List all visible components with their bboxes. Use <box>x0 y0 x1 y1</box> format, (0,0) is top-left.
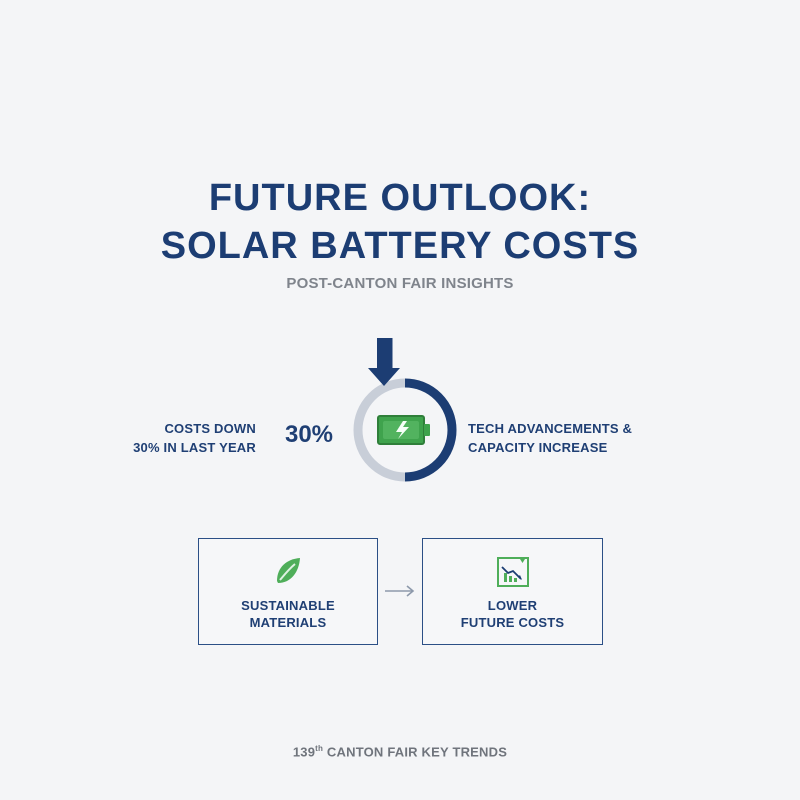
progress-dial-graphic <box>353 338 457 482</box>
declining-chart-icon <box>496 555 530 589</box>
subtitle: POST-CANTON FAIR INSIGHTS <box>286 275 514 292</box>
tech-advancements-text: TECH ADVANCEMENTS & CAPACITY INCREASE <box>468 419 658 457</box>
lower-future-costs-card: LOWER FUTURE COSTS <box>422 538 603 645</box>
sustainable-materials-label: SUSTAINABLE MATERIALS <box>199 597 377 631</box>
sustainable-materials-card: SUSTAINABLE MATERIALS <box>198 538 378 645</box>
right-arrow-icon <box>384 583 416 599</box>
cost-reduction-text: COSTS DOWN 30% IN LAST YEAR <box>116 419 256 457</box>
tech-advancements-line-2: CAPACITY INCREASE <box>468 440 608 455</box>
footer-caption: 139th CANTON FAIR KEY TRENDS <box>0 744 800 759</box>
percent-value: 30% <box>284 421 334 448</box>
down-arrow-icon <box>368 338 400 386</box>
title-line-1: FUTURE OUTLOOK: <box>208 177 592 219</box>
battery-charging-icon <box>377 415 430 445</box>
lower-future-costs-line-1: LOWER <box>487 598 538 613</box>
title-line-2: SOLAR BATTERY COSTS <box>160 225 640 267</box>
footer-number: 139 <box>292 744 316 760</box>
cost-reduction-line-2: 30% IN LAST YEAR <box>133 440 256 455</box>
tech-advancements-line-1: TECH ADVANCEMENTS & <box>468 421 633 436</box>
footer-superscript: th <box>315 744 324 753</box>
footer-text: CANTON FAIR KEY TRENDS <box>323 744 508 760</box>
dial-progress-arc <box>404 378 457 482</box>
sustainable-materials-line-1: SUSTAINABLE <box>241 598 335 613</box>
sustainable-materials-line-2: MATERIALS <box>249 615 327 630</box>
progress-dial <box>340 320 470 490</box>
cost-reduction-line-1: COSTS DOWN <box>164 421 256 436</box>
leaf-icon <box>271 555 305 589</box>
lower-future-costs-line-2: FUTURE COSTS <box>460 615 565 630</box>
lower-future-costs-label: LOWER FUTURE COSTS <box>423 597 602 631</box>
